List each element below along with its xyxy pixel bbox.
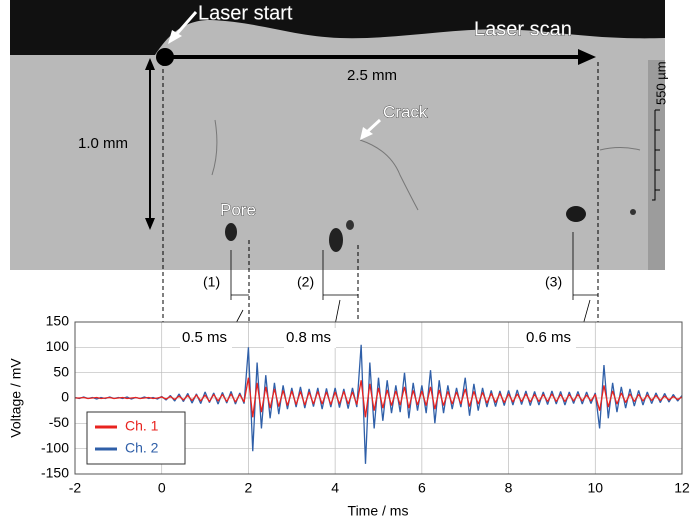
annotation: Laser start <box>198 2 293 24</box>
annotation: Pore <box>220 200 256 219</box>
scale-bar <box>652 109 660 201</box>
label-bg <box>180 328 232 348</box>
top-band <box>10 0 665 55</box>
legend-label: Ch. 2 <box>125 440 159 456</box>
x-tick-label: -2 <box>69 480 82 496</box>
marker-label: (1) <box>203 274 220 290</box>
marker-label: (3) <box>545 274 562 290</box>
delay-label: 0.8 ms <box>286 329 331 346</box>
arrow-head <box>168 30 182 44</box>
x-tick-label: 12 <box>674 480 690 496</box>
y-tick-label: -150 <box>41 465 69 481</box>
margin <box>665 0 700 270</box>
x-axis-label: Time / ms <box>348 503 409 519</box>
annotation: 1.0 mm <box>78 135 128 152</box>
pore <box>346 220 354 230</box>
x-tick-label: 0 <box>158 480 166 496</box>
x-tick-label: 2 <box>245 480 253 496</box>
pore <box>329 228 343 252</box>
scale-label: 550 µm <box>653 61 668 105</box>
label-bg <box>284 328 336 348</box>
annotation: Crack <box>383 102 428 121</box>
delay-label: 0.5 ms <box>182 329 227 346</box>
legend-box <box>86 411 186 465</box>
callout-arrow <box>173 11 198 37</box>
callout-arrow <box>365 118 382 134</box>
delay-label: 0.6 ms <box>526 329 571 346</box>
annotation: Laser scan <box>474 18 572 40</box>
y-tick-label: -50 <box>49 414 69 430</box>
legend-label: Ch. 1 <box>125 418 159 434</box>
pore <box>225 223 237 241</box>
x-tick-label: 4 <box>331 480 339 496</box>
x-tick-label: 10 <box>587 480 603 496</box>
y-tick-label: 50 <box>53 363 69 379</box>
annotation: 2.5 mm <box>347 67 397 84</box>
y-tick-label: -100 <box>41 439 69 455</box>
arrow-head <box>145 218 155 230</box>
micrograph: Laser start Laser scan 2.5 mm 1.0 mm Cra… <box>10 0 700 270</box>
y-axis-label: Voltage / mV <box>8 358 24 438</box>
x-tick-label: 6 <box>418 480 426 496</box>
label-bg <box>524 328 576 348</box>
cracks <box>211 119 641 211</box>
pore <box>566 206 586 222</box>
legend: Ch. 1 Ch. 2 <box>86 411 186 465</box>
start-dot <box>156 48 174 66</box>
marker-label: (2) <box>297 274 314 290</box>
y-tick-label: 0 <box>61 389 69 405</box>
arrow-head <box>145 58 155 70</box>
signal-line <box>75 377 683 418</box>
arrow-head <box>360 127 373 140</box>
plot-border <box>74 321 683 475</box>
y-tick-label: 150 <box>46 313 70 329</box>
y-tick-label: 100 <box>46 338 70 354</box>
arrow-head <box>578 49 596 65</box>
pore <box>630 209 636 215</box>
x-tick-label: 8 <box>505 480 513 496</box>
